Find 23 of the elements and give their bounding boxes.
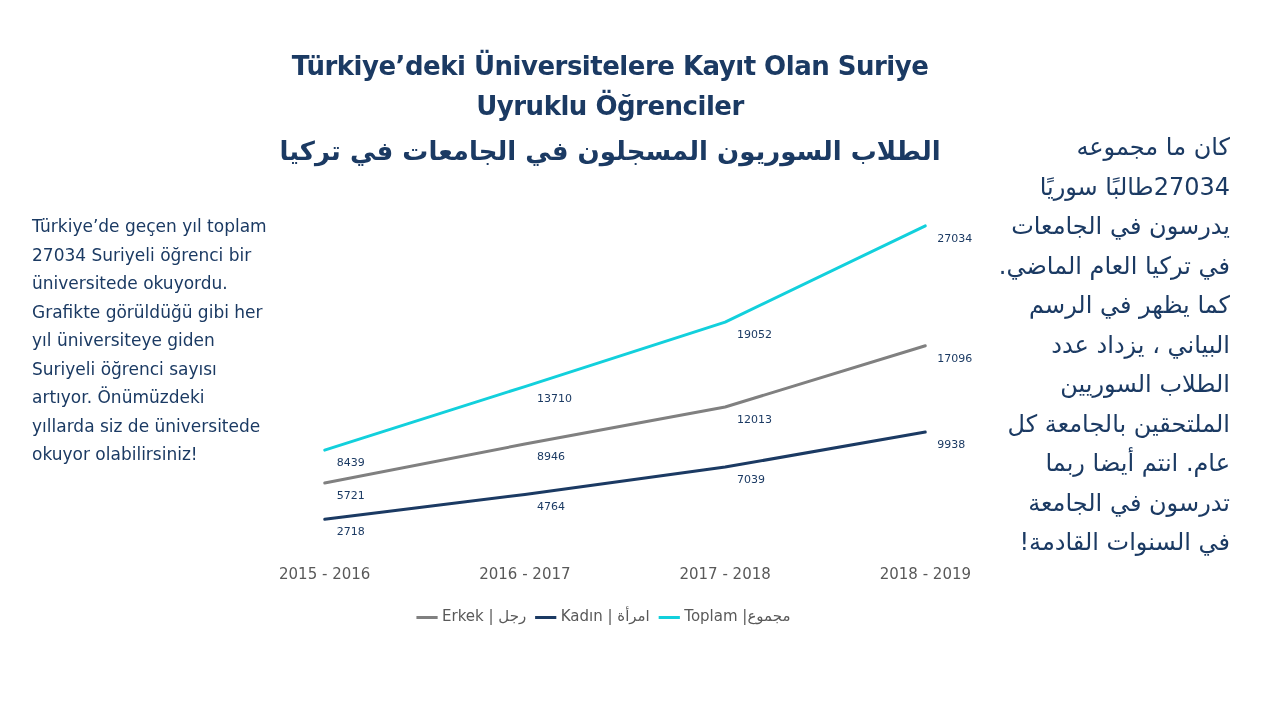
legend-label: Kadın | امرأة: [560, 606, 650, 626]
data-label: 19052: [737, 327, 773, 341]
data-label: 8946: [536, 449, 565, 463]
data-label: 5721: [336, 488, 365, 502]
x-tick-label: 2018 - 2019: [879, 564, 971, 583]
text: Türkiye’de geçen yıl toplam 27034 Suriyeli öğrenci bir üniversitede okuyordu. Grafikte görüldüğü gibi her yıl üniversiteye giden Suriyeli öğrenci sayısı artıyor. Önümüzdeki yıllarda siz de üniversitede okuyor olabilirsiniz!: [32, 216, 267, 464]
x-tick-label: 2016 - 2017: [479, 564, 571, 583]
data-label: 8439: [336, 456, 365, 470]
data-label: 7039: [737, 472, 766, 486]
chart-subtitle: الطلاب السوريون المسجلون في الجامعات في تركيا: [278, 136, 942, 166]
data-label: 9938: [937, 437, 966, 451]
legend-label: Toplam |مجموع: [683, 607, 791, 626]
data-label: 17096: [937, 351, 973, 365]
data-label: 2718: [336, 525, 365, 539]
data-label: 4764: [536, 500, 565, 514]
data-label: 13710: [536, 392, 572, 406]
text: كان ما مجموعه 27034طالبًا سوريًا يدرسون في الجامعات في تركيا العام الماضي. كما يظهر في الرسم البياني ، يزداد عدد الطلاب السوريين الملتحقين بالجامعة كل عام. انتم أيضا ربما تدرسون في الجامعة في السنوات القادمة!: [998, 133, 1230, 556]
data-label: 12013: [737, 412, 773, 426]
legend-label: Erkek | رجل: [442, 607, 527, 626]
chart-title: Türkiye’deki Üniversitelere Kayıt Olan Suriye Uyruklu Öğrenciler: [290, 48, 930, 123]
data-label: 27034: [937, 231, 973, 245]
x-tick-label: 2017 - 2018: [679, 564, 771, 583]
x-tick-label: 2015 - 2016: [279, 564, 371, 583]
